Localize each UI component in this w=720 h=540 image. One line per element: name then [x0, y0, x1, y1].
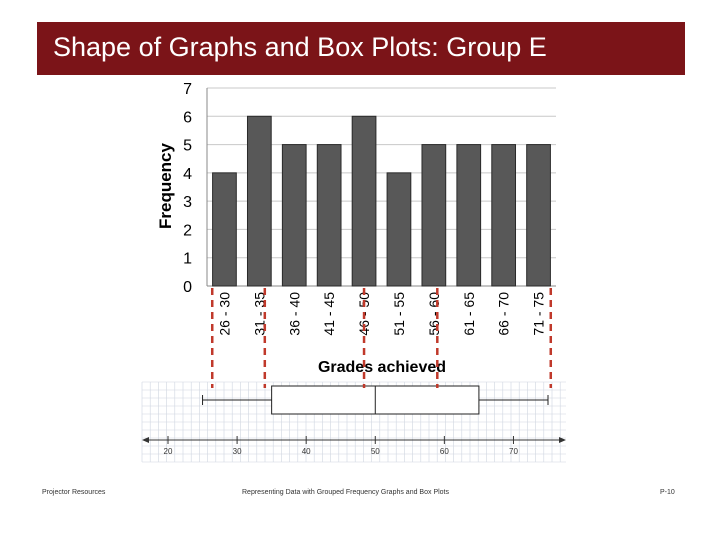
y-tick-label: 5	[183, 138, 192, 155]
y-axis-label: Frequency	[156, 142, 175, 229]
bar	[316, 144, 342, 287]
bar	[351, 115, 377, 287]
bars	[212, 115, 551, 287]
number-line-label: 70	[509, 447, 518, 456]
x-tick-label: 31 - 35	[251, 292, 267, 336]
number-line-label: 50	[371, 447, 380, 456]
y-tick-label: 0	[183, 279, 192, 296]
number-line-label: 20	[164, 447, 173, 456]
x-tick-label: 36 - 40	[286, 292, 302, 336]
bar	[246, 115, 272, 287]
dashed-guides	[210, 288, 553, 388]
y-tick-label: 2	[183, 222, 192, 239]
x-axis-label: Grades achieved	[318, 359, 446, 376]
x-tick-label: 26 - 30	[216, 292, 232, 336]
bar	[526, 144, 551, 287]
number-line-arrow-right	[559, 437, 566, 443]
x-tick-label: 66 - 70	[496, 292, 512, 336]
y-tick-label: 7	[183, 81, 192, 98]
x-tick-label: 71 - 75	[531, 292, 547, 336]
bar	[281, 144, 307, 287]
footer-left: Projector Resources	[42, 489, 106, 496]
x-tick-label: 56 - 60	[426, 292, 442, 336]
bar	[456, 144, 482, 287]
y-tick-labels: 0 1 2 3 4 5 6 7	[183, 81, 192, 296]
bar	[212, 172, 237, 287]
footer-center: Representing Data with Grouped Frequency…	[242, 489, 450, 496]
x-tick-label: 51 - 55	[391, 292, 407, 336]
bar	[386, 172, 412, 287]
bar	[491, 144, 517, 287]
footer-right: P-10	[660, 489, 675, 496]
y-tick-label: 3	[183, 194, 192, 211]
number-line-arrow-left	[142, 437, 149, 443]
y-tick-label: 6	[183, 109, 192, 126]
number-line-label: 60	[440, 447, 449, 456]
bar	[421, 144, 447, 287]
slide-title: Shape of Graphs and Box Plots: Group E	[53, 32, 547, 62]
y-tick-label: 1	[183, 251, 192, 268]
title-bar: Shape of Graphs and Box Plots: Group E	[37, 22, 685, 75]
x-tick-label: 41 - 45	[321, 292, 337, 336]
number-line-label: 30	[233, 447, 242, 456]
box-plot: 20 30 40 50 60 70	[141, 381, 566, 463]
number-line-label: 40	[302, 447, 311, 456]
y-tick-label: 4	[183, 166, 192, 183]
x-tick-label: 61 - 65	[461, 292, 477, 336]
